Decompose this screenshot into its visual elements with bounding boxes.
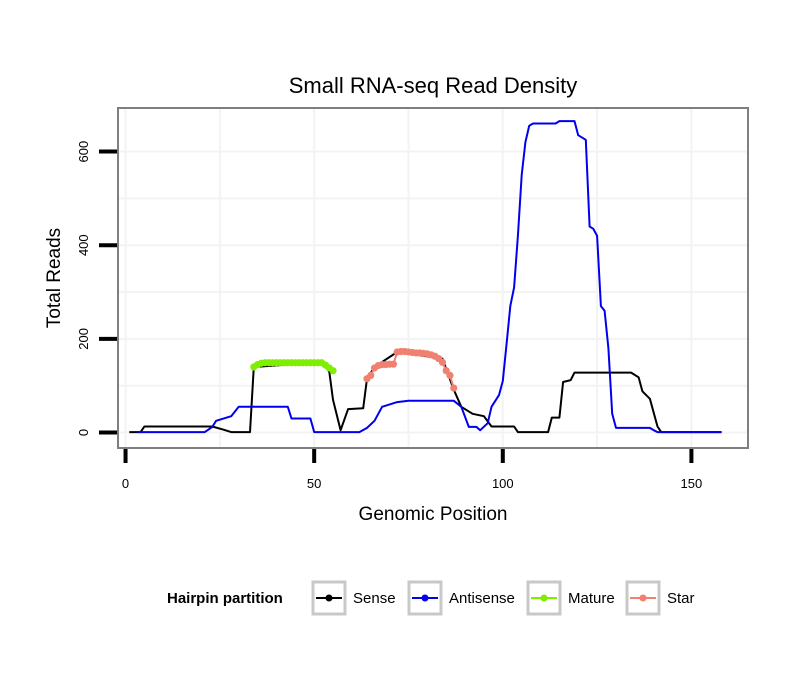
legend-item-antisense: Antisense — [407, 580, 515, 616]
legend-title: Hairpin partition — [167, 590, 283, 607]
legend-marker-antisense — [421, 594, 429, 602]
x-tick-label: 100 — [492, 476, 514, 491]
y-tick-label: 400 — [76, 234, 91, 256]
series-line-sense — [129, 351, 722, 434]
y-tick-label: 600 — [76, 141, 91, 163]
legend-marker-sense — [325, 594, 333, 602]
chart-title: Small RNA-seq Read Density — [289, 73, 578, 98]
legend-label-antisense: Antisense — [449, 590, 515, 607]
x-tick-label: 0 — [122, 476, 129, 491]
point-star — [438, 358, 447, 366]
legend-label-mature: Mature — [568, 590, 615, 607]
legend-item-sense: Sense — [311, 580, 396, 616]
x-tick-label: 150 — [681, 476, 703, 491]
grid — [119, 109, 747, 447]
point-star — [389, 360, 397, 368]
y-tick-label: 0 — [76, 429, 91, 436]
point-mature — [329, 367, 337, 375]
legend-marker-star — [639, 594, 647, 602]
legend-item-mature: Mature — [526, 580, 615, 616]
y-axis: 0 200 400 600 — [76, 141, 117, 436]
legend-label-sense: Sense — [353, 590, 396, 607]
series-layer — [129, 120, 722, 434]
x-axis-label: Genomic Position — [359, 504, 508, 525]
x-tick-label: 50 — [307, 476, 321, 491]
legend: Hairpin partition Sense Antisense Mature St… — [167, 580, 695, 616]
series-line-antisense — [136, 120, 722, 434]
legend-label-star: Star — [667, 590, 695, 607]
y-axis-label: Total Reads — [44, 228, 65, 328]
legend-item-star: Star — [625, 580, 695, 616]
point-star — [450, 384, 458, 392]
point-star — [446, 371, 454, 380]
point-star — [367, 371, 375, 380]
y-tick-label: 200 — [76, 328, 91, 350]
x-axis: 0 50 100 150 — [122, 449, 702, 491]
legend-marker-mature — [540, 594, 548, 602]
plot-panel — [117, 107, 749, 449]
